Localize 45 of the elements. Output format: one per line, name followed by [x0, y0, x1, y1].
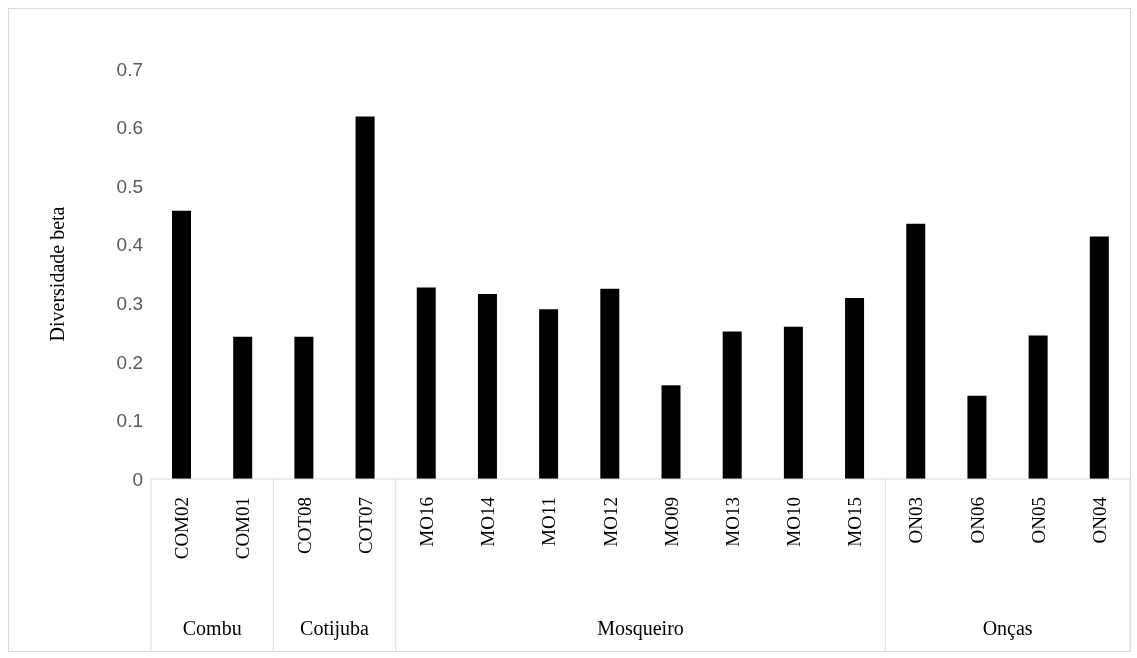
text: Cotijuba: [300, 617, 370, 640]
x-tick-label: ON05: [1027, 497, 1049, 544]
bar: [906, 223, 926, 479]
text: Onças: [982, 617, 1033, 640]
bar: [600, 288, 620, 479]
bar: [1089, 236, 1109, 479]
bar: [355, 116, 375, 479]
y-axis-title: Diversidade beta: [46, 206, 69, 342]
bar: [539, 309, 559, 479]
x-tick-label: MO10: [783, 497, 805, 547]
bar: [294, 336, 314, 479]
y-tick-label: 0.2: [116, 351, 143, 373]
y-tick-label: 0.5: [116, 175, 143, 197]
x-tick-label: ON04: [1089, 496, 1111, 544]
bar: [416, 287, 436, 479]
x-tick-label: ON03: [905, 497, 927, 544]
y-tick-label: 0.3: [116, 293, 143, 315]
y-tick-label: 0.7: [116, 58, 143, 80]
y-tick-label: 0.1: [116, 410, 143, 432]
x-tick-label: ON06: [966, 497, 988, 544]
bar: [233, 336, 253, 479]
bar: [477, 293, 497, 479]
x-tick-label: MO09: [660, 497, 682, 547]
x-tick-label: COT08: [293, 497, 315, 554]
y-tick-label: 0.6: [116, 117, 143, 139]
text: Combu: [182, 617, 242, 639]
x-tick-label: MO14: [477, 496, 499, 547]
x-tick-label: MO15: [844, 497, 866, 547]
text: Mosqueiro: [597, 617, 684, 640]
bar: [967, 395, 987, 479]
bar: [783, 326, 803, 479]
x-tick-label: COM01: [232, 497, 254, 560]
y-tick-label: 0: [132, 468, 143, 490]
x-tick-label: MO11: [538, 497, 560, 546]
x-tick-label: MO13: [721, 497, 743, 547]
x-tick-label: COT07: [354, 497, 376, 554]
bar: [661, 385, 681, 479]
bar: [1028, 335, 1048, 479]
bar: [172, 210, 191, 479]
bar: [845, 298, 865, 479]
x-tick-label: MO12: [599, 497, 621, 547]
bar: [722, 331, 742, 479]
y-tick-label: 0.4: [116, 234, 144, 256]
x-tick-label: COM02: [171, 497, 193, 560]
x-tick-label: MO16: [415, 497, 437, 547]
